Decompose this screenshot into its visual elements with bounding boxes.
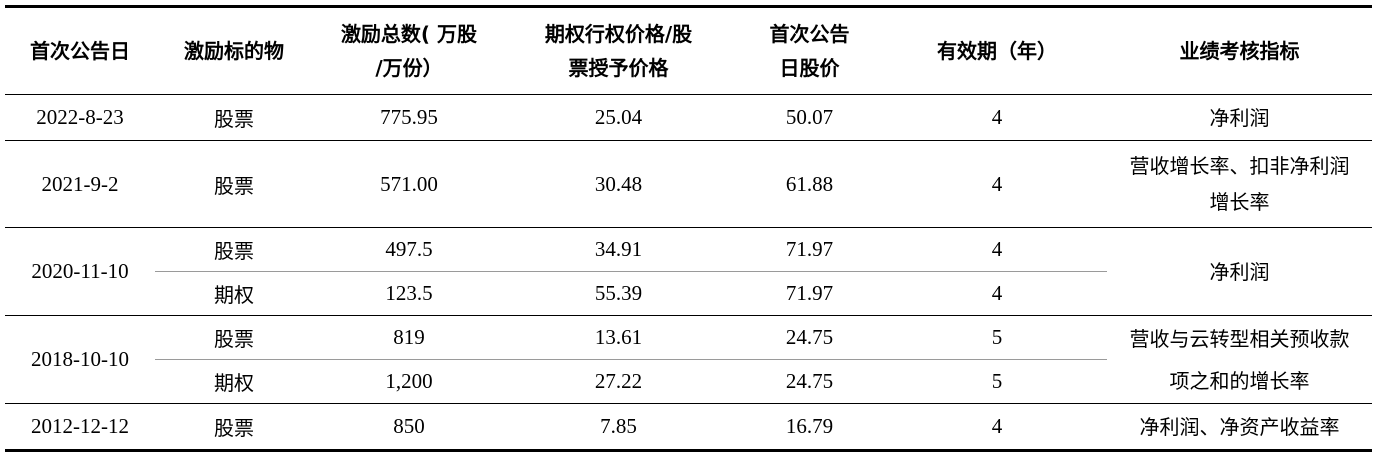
- table-row: 2021-9-2 股票 571.00 30.48 61.88 4 营收增长率、扣…: [5, 140, 1372, 228]
- table-row: 2022-8-23 股票 775.95 25.04 50.07 4 净利润: [5, 94, 1372, 141]
- cell-stock-price: 71.97: [732, 271, 887, 316]
- cell-metric: 净利润: [1107, 94, 1372, 141]
- cell-subject: 股票: [155, 403, 313, 452]
- cell-metric: 营收增长率、扣非净利润 增长率: [1107, 140, 1372, 228]
- cell-validity: 4: [887, 227, 1107, 272]
- cell-total: 819: [313, 315, 505, 360]
- cell-price: 7.85: [505, 403, 732, 452]
- cell-validity: 4: [887, 140, 1107, 228]
- cell-total: 775.95: [313, 94, 505, 141]
- cell-metric: 营收与云转型相关预收款 项之和的增长率: [1107, 315, 1372, 404]
- incentive-plan-table: 首次公告日 激励标的物 激励总数( 万股/万份） 期权行权价格/股 票授予价格 首…: [5, 5, 1372, 452]
- cell-validity: 5: [887, 315, 1107, 360]
- header-performance-metric: 业绩考核指标: [1107, 5, 1372, 95]
- cell-subject: 股票: [155, 140, 313, 228]
- cell-stock-price: 50.07: [732, 94, 887, 141]
- cell-subject: 股票: [155, 94, 313, 141]
- cell-validity: 5: [887, 359, 1107, 404]
- table-header-row: 首次公告日 激励标的物 激励总数( 万股/万份） 期权行权价格/股 票授予价格 首…: [5, 5, 1372, 95]
- cell-total: 497.5: [313, 227, 505, 272]
- cell-price: 13.61: [505, 315, 732, 360]
- cell-stock-price: 24.75: [732, 359, 887, 404]
- cell-validity: 4: [887, 271, 1107, 316]
- cell-validity: 4: [887, 403, 1107, 452]
- cell-date: 2020-11-10: [5, 227, 155, 316]
- cell-subject: 股票: [155, 227, 313, 272]
- cell-date: 2012-12-12: [5, 403, 155, 452]
- cell-subject: 期权: [155, 359, 313, 404]
- cell-price: 25.04: [505, 94, 732, 141]
- cell-price: 55.39: [505, 271, 732, 316]
- header-announce-stock-price: 首次公告 日股价: [732, 5, 887, 95]
- cell-metric: 净利润、净资产收益率: [1107, 403, 1372, 452]
- cell-total: 850: [313, 403, 505, 452]
- cell-validity: 4: [887, 94, 1107, 141]
- cell-total: 1,200: [313, 359, 505, 404]
- table-row: 2018-10-10 股票 819 13.61 24.75 5 营收与云转型相关…: [5, 315, 1372, 404]
- cell-stock-price: 16.79: [732, 403, 887, 452]
- table-row: 2012-12-12 股票 850 7.85 16.79 4 净利润、净资产收益…: [5, 403, 1372, 452]
- cell-stock-price: 61.88: [732, 140, 887, 228]
- cell-date: 2022-8-23: [5, 94, 155, 141]
- table-row: 期权 1,200 27.22 24.75 5: [5, 359, 1372, 404]
- header-announce-date: 首次公告日: [5, 5, 155, 95]
- header-exercise-price: 期权行权价格/股 票授予价格: [505, 5, 732, 95]
- cell-total: 123.5: [313, 271, 505, 316]
- cell-price: 30.48: [505, 140, 732, 228]
- header-incentive-total: 激励总数( 万股/万份）: [313, 5, 505, 95]
- cell-price: 34.91: [505, 227, 732, 272]
- cell-price: 27.22: [505, 359, 732, 404]
- cell-stock-price: 71.97: [732, 227, 887, 272]
- table-row: 2020-11-10 股票 497.5 34.91 71.97 4 净利润: [5, 227, 1372, 316]
- header-incentive-subject: 激励标的物: [155, 5, 313, 95]
- cell-date: 2018-10-10: [5, 315, 155, 404]
- table-row: 期权 123.5 55.39 71.97 4: [5, 271, 1372, 316]
- header-validity: 有效期（年）: [887, 5, 1107, 95]
- cell-stock-price: 24.75: [732, 315, 887, 360]
- cell-subject: 股票: [155, 315, 313, 360]
- cell-metric: 净利润: [1107, 227, 1372, 316]
- cell-total: 571.00: [313, 140, 505, 228]
- cell-subject: 期权: [155, 271, 313, 316]
- cell-date: 2021-9-2: [5, 140, 155, 228]
